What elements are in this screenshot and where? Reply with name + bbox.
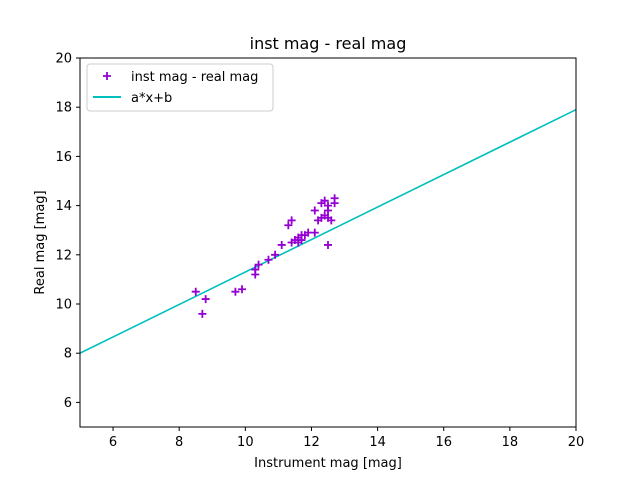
x-tick-label: 8 <box>175 435 183 450</box>
legend-marker-scatter <box>103 72 111 80</box>
x-tick-label: 18 <box>502 435 519 450</box>
data-point <box>310 206 319 215</box>
fit-line <box>80 108 576 354</box>
y-tick-label: 6 <box>64 396 72 411</box>
y-tick-label: 20 <box>55 52 72 67</box>
data-point <box>287 216 296 225</box>
y-tick-label: 16 <box>55 150 72 165</box>
data-point <box>271 250 280 259</box>
data-point <box>330 194 339 203</box>
y-axis-label: Real mag [mag] <box>33 190 48 294</box>
x-tick-label: 16 <box>435 435 452 450</box>
x-tick-label: 14 <box>369 435 386 450</box>
plot-area <box>79 57 577 428</box>
y-tick-label: 12 <box>55 248 72 263</box>
data-point <box>264 255 273 264</box>
data-point <box>251 265 260 274</box>
plot-frame <box>79 57 577 428</box>
data-point <box>277 240 286 249</box>
y-axis: 6 8 10 12 14 16 18 20 <box>55 52 80 411</box>
legend: inst mag - real mag a*x+b <box>86 63 274 112</box>
data-point <box>324 240 332 249</box>
legend-label-scatter: inst mag - real mag <box>131 70 258 85</box>
x-axis-label: Instrument mag [mag] <box>254 456 402 471</box>
y-tick-label: 10 <box>55 298 72 313</box>
legend-label-line: a*x+b <box>131 91 172 106</box>
chart-title: inst mag - real mag <box>250 34 407 53</box>
data-point <box>320 196 329 205</box>
legend-plus-marker <box>103 72 111 80</box>
y-tick-label: 14 <box>55 199 72 214</box>
y-tick-label: 8 <box>64 347 72 362</box>
data-point <box>324 206 332 215</box>
x-tick-label: 10 <box>237 435 254 450</box>
x-tick-label: 20 <box>568 435 585 450</box>
data-point <box>201 295 210 304</box>
data-point <box>310 228 319 237</box>
data-point <box>254 260 263 269</box>
data-point <box>231 287 240 296</box>
series-layer <box>80 108 576 354</box>
data-point <box>198 309 207 318</box>
x-axis: 6 8 10 12 14 16 18 20 <box>109 427 584 450</box>
x-tick-label: 12 <box>303 435 320 450</box>
data-point <box>327 216 336 225</box>
data-point <box>191 287 200 296</box>
legend-box <box>86 63 274 112</box>
y-tick-label: 18 <box>55 101 72 116</box>
data-point <box>238 285 247 294</box>
data-point <box>284 221 293 230</box>
x-tick-label: 6 <box>109 435 117 450</box>
data-point <box>297 236 306 245</box>
